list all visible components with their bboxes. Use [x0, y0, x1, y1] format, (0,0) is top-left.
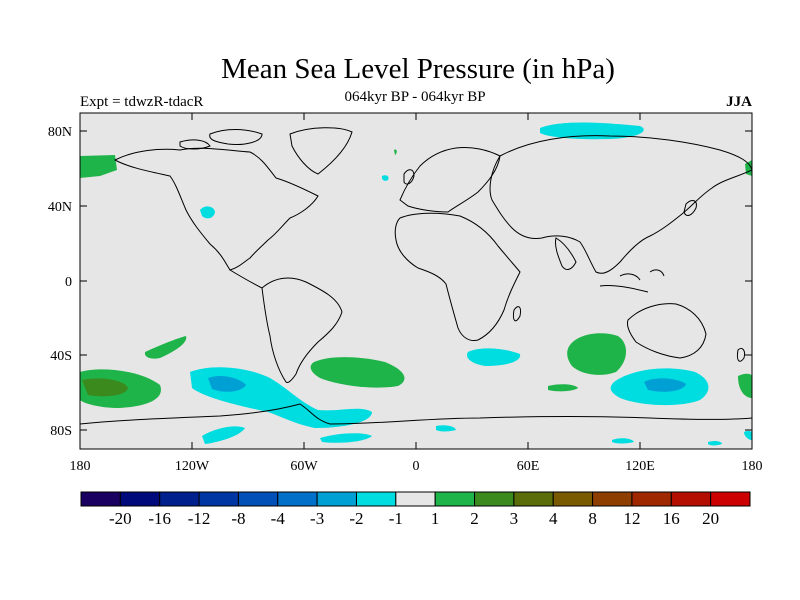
colorbar-swatch: [474, 491, 515, 507]
lon-label-180w: 180: [70, 459, 91, 474]
colorbar-swatch: [395, 491, 436, 507]
colorbar-label: 3: [510, 509, 519, 528]
colorbar-label: 2: [470, 509, 479, 528]
colorbar: -20 -16 -12 -8 -4 -3 -2 -1 1 2 3 4 8 12 16 20: [80, 491, 751, 528]
lat-label-40s: 40S: [50, 349, 72, 364]
colorbar-label: 16: [663, 509, 680, 528]
colorbar-label: -16: [148, 509, 171, 528]
colorbar-label: -1: [389, 509, 403, 528]
colorbar-label: -20: [109, 509, 132, 528]
colorbar-label: -2: [349, 509, 363, 528]
coast-madagascar: [513, 306, 521, 322]
coast-antarctica: [80, 403, 752, 425]
coast-indonesia: [599, 269, 665, 293]
colorbar-swatch: [513, 491, 554, 507]
colorbar-swatch: [119, 491, 161, 507]
field-indian-negative: [466, 348, 521, 366]
lat-label-80s: 80S: [50, 424, 72, 439]
colorbar-label: -8: [231, 509, 245, 528]
colorbar-swatch: [80, 491, 121, 507]
coast-japan: [683, 200, 697, 216]
colorbar-label: -4: [271, 509, 286, 528]
field-east-positive: [738, 373, 752, 398]
lon-label-60w: 60W: [290, 459, 318, 474]
coast-south-america: [261, 277, 343, 383]
coast-india: [555, 237, 577, 270]
colorbar-swatch: [237, 491, 279, 507]
field-indian-positive: [567, 333, 627, 375]
field-southpacific-negative-core: [208, 375, 246, 392]
coast-africa: [394, 212, 521, 341]
lon-label-180e: 180: [742, 459, 763, 474]
lon-label-60e: 60E: [517, 459, 540, 474]
field-small-green-1: [144, 336, 187, 359]
coast-north-america: [113, 147, 319, 271]
field-southpacific-positive-core: [82, 378, 128, 397]
colorbar-swatch: [710, 491, 751, 507]
lat-label-80n: 80N: [48, 125, 72, 140]
field-southatlantic-positive: [310, 357, 405, 388]
field-east-cyan-bit: [744, 430, 752, 440]
experiment-label: Expt = tdwzR-tdacR: [80, 94, 204, 110]
colorbar-label: 1: [431, 509, 440, 528]
lon-label-120w: 120W: [175, 459, 210, 474]
field-southpacific-negative-2: [202, 426, 245, 444]
colorbar-label: -3: [310, 509, 324, 528]
colorbar-swatch: [277, 491, 318, 507]
field-pacific-negative: [200, 206, 215, 219]
coast-arctic-islands: [209, 129, 263, 145]
colorbar-swatch: [670, 491, 712, 507]
colorbar-swatch: [552, 491, 594, 507]
colorbar-label: 20: [702, 509, 719, 528]
colorbar-swatch: [316, 491, 357, 507]
colorbar-swatch: [198, 491, 239, 507]
axis-ticks: [79, 113, 753, 449]
colorbar-swatch: [355, 491, 397, 507]
field-southatlantic-negative-2: [320, 433, 372, 443]
season-label: JJA: [726, 94, 752, 110]
lat-label-40n: 40N: [48, 200, 72, 215]
coast-uk: [403, 169, 415, 185]
period-label: 064kyr BP - 064kyr BP: [344, 89, 486, 105]
field-green-dot: [394, 149, 397, 155]
coastlines: [80, 127, 752, 425]
colorbar-swatch: [631, 491, 672, 507]
lon-label-0: 0: [413, 459, 420, 474]
lat-label-0: 0: [65, 275, 72, 290]
field-arctic-negative: [540, 122, 644, 140]
colorbar-label: 12: [623, 509, 640, 528]
field-small-cyan-4: [612, 438, 634, 444]
colorbar-label: -12: [188, 509, 211, 528]
field-northwest-positive: [80, 155, 117, 178]
coast-asia: [489, 135, 752, 274]
coast-new-zealand: [737, 347, 745, 362]
plot-title: Mean Sea Level Pressure (in hPa): [221, 53, 615, 85]
field-small-cyan-5: [708, 440, 722, 446]
coast-greenland: [289, 127, 353, 175]
lon-label-120e: 120E: [625, 459, 655, 474]
coast-central-america: [229, 269, 263, 289]
anomaly-fields: [80, 122, 752, 446]
coast-arctic-islands-2: [179, 139, 211, 150]
field-australia-negative-core: [644, 378, 686, 392]
coast-australia: [627, 303, 707, 359]
colorbar-swatch: [159, 491, 200, 507]
colorbar-label: 8: [588, 509, 597, 528]
field-small-green-2: [548, 384, 578, 392]
colorbar-swatch: [434, 491, 476, 507]
colorbar-label: 4: [549, 509, 558, 528]
field-atlantic-small-negative: [381, 175, 389, 181]
colorbar-swatch: [592, 491, 633, 507]
field-small-cyan-3: [436, 425, 456, 432]
